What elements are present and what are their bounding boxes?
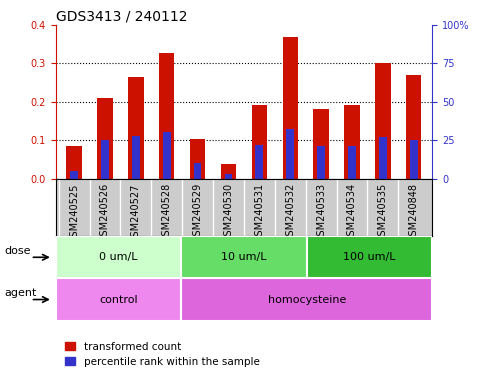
Bar	[286, 129, 294, 179]
Text: GSM240533: GSM240533	[316, 183, 326, 242]
Bar	[410, 140, 418, 179]
Text: 10 um/L: 10 um/L	[221, 252, 267, 262]
Bar	[97, 98, 113, 179]
Text: GSM240529: GSM240529	[193, 183, 202, 242]
Text: homocysteine: homocysteine	[268, 295, 346, 305]
Bar	[348, 146, 356, 179]
Text: GSM240530: GSM240530	[224, 183, 233, 242]
Text: agent: agent	[4, 288, 37, 298]
Bar	[128, 77, 143, 179]
Text: GSM240534: GSM240534	[347, 183, 357, 242]
Bar	[256, 145, 263, 179]
Text: GSM240527: GSM240527	[131, 183, 141, 243]
Legend: transformed count, percentile rank within the sample: transformed count, percentile rank withi…	[61, 338, 264, 371]
Bar	[252, 105, 267, 179]
Bar	[181, 278, 432, 321]
Bar	[375, 63, 391, 179]
Bar	[194, 163, 201, 179]
Bar	[181, 236, 307, 278]
Text: dose: dose	[4, 246, 31, 256]
Bar	[406, 75, 422, 179]
Bar	[283, 37, 298, 179]
Bar	[317, 146, 325, 179]
Bar	[379, 137, 387, 179]
Bar	[307, 236, 432, 278]
Bar	[221, 164, 236, 179]
Bar	[132, 136, 140, 179]
Bar	[66, 146, 82, 179]
Bar	[313, 109, 329, 179]
Text: 0 um/L: 0 um/L	[99, 252, 138, 262]
Bar	[70, 171, 78, 179]
Bar	[159, 53, 174, 179]
Text: GSM240531: GSM240531	[255, 183, 264, 242]
Text: GSM240526: GSM240526	[100, 183, 110, 242]
Text: GDS3413 / 240112: GDS3413 / 240112	[56, 10, 187, 24]
Text: GSM240532: GSM240532	[285, 183, 295, 242]
Bar	[101, 140, 109, 179]
Bar	[344, 105, 360, 179]
Bar	[190, 139, 205, 179]
Bar	[56, 278, 181, 321]
Text: GSM240535: GSM240535	[378, 183, 388, 242]
Bar	[225, 174, 232, 179]
Text: 100 um/L: 100 um/L	[343, 252, 396, 262]
Text: GSM240528: GSM240528	[162, 183, 172, 242]
Bar	[56, 236, 181, 278]
Text: GSM240848: GSM240848	[409, 183, 419, 242]
Bar	[163, 132, 170, 179]
Text: GSM240525: GSM240525	[69, 183, 79, 243]
Text: control: control	[99, 295, 138, 305]
